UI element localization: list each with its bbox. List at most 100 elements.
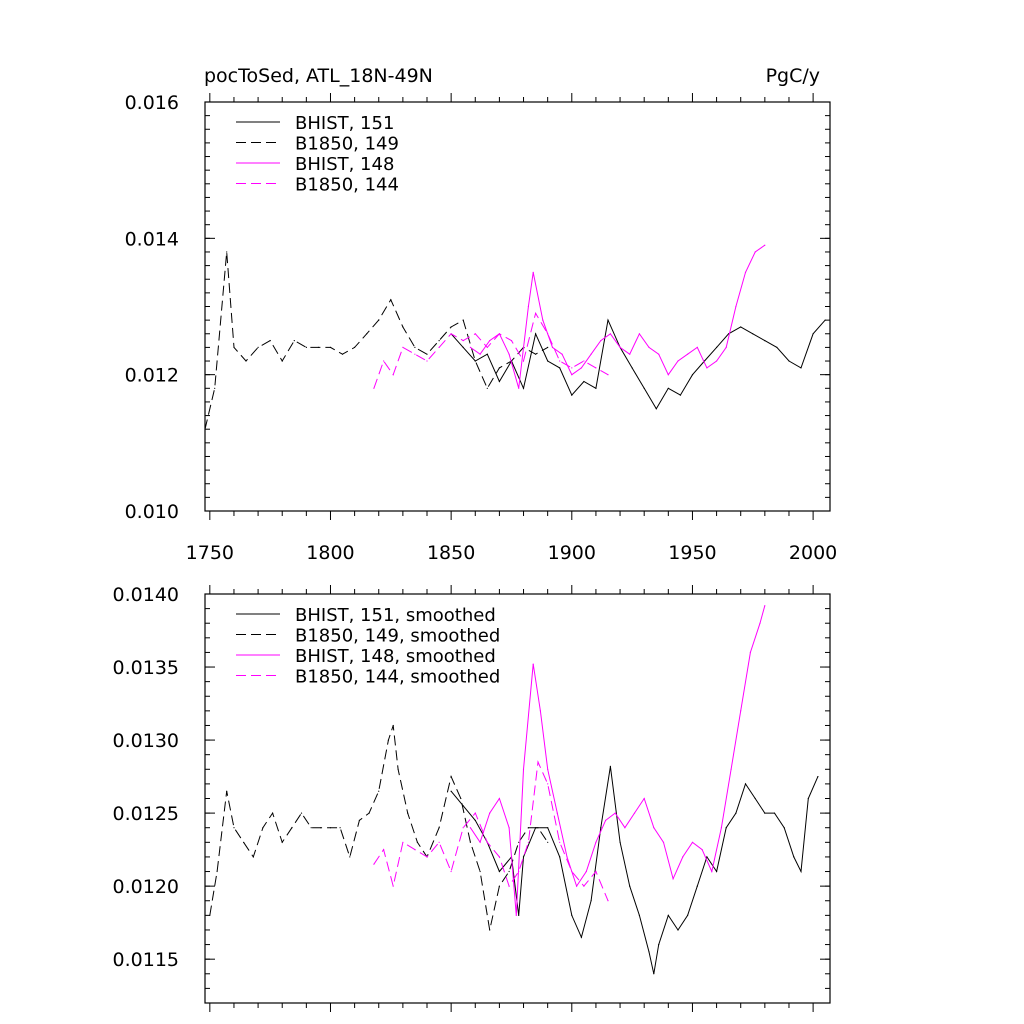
data-point bbox=[522, 360, 525, 362]
data-point bbox=[402, 841, 404, 843]
data-point bbox=[486, 387, 488, 389]
data-point bbox=[498, 885, 500, 887]
data-point bbox=[498, 367, 500, 369]
data-point bbox=[518, 914, 520, 917]
data-point bbox=[571, 367, 573, 369]
data-point bbox=[773, 812, 776, 814]
data-point bbox=[426, 353, 428, 355]
data-point bbox=[317, 346, 319, 348]
data-point bbox=[508, 353, 510, 355]
data-point bbox=[547, 841, 549, 843]
data-point bbox=[508, 870, 510, 873]
data-point bbox=[243, 841, 245, 843]
data-point bbox=[479, 353, 481, 355]
data-point bbox=[595, 367, 597, 369]
data-point bbox=[619, 841, 621, 843]
data-point bbox=[214, 387, 216, 389]
data-point bbox=[667, 374, 669, 376]
data-point bbox=[291, 827, 293, 829]
data-point bbox=[320, 827, 322, 829]
data-point bbox=[614, 812, 616, 814]
data-point bbox=[764, 340, 766, 342]
data-point bbox=[269, 340, 271, 342]
series-line-1 bbox=[450, 318, 826, 410]
data-point bbox=[672, 878, 674, 880]
data-point bbox=[812, 333, 814, 335]
data-point bbox=[559, 856, 561, 858]
data-point bbox=[205, 428, 206, 430]
data-point bbox=[744, 271, 747, 273]
data-point bbox=[817, 776, 819, 778]
data-point bbox=[462, 319, 464, 321]
data-point bbox=[414, 346, 416, 348]
data-point bbox=[824, 319, 826, 321]
x-tick-label: 1800 bbox=[306, 542, 354, 564]
data-point bbox=[392, 374, 394, 376]
data-point bbox=[658, 944, 660, 946]
data-point bbox=[397, 768, 399, 770]
data-point bbox=[696, 346, 698, 348]
data-point bbox=[354, 346, 356, 348]
data-point bbox=[735, 812, 737, 814]
x-tick-label: 2000 bbox=[789, 542, 837, 564]
data-point bbox=[233, 827, 235, 829]
data-point bbox=[474, 812, 476, 814]
data-point bbox=[469, 346, 471, 348]
data-point bbox=[486, 346, 488, 348]
y-tick-label: 0.0125 bbox=[113, 803, 179, 825]
data-point bbox=[687, 353, 689, 355]
data-point bbox=[740, 710, 742, 712]
data-point bbox=[209, 914, 211, 917]
data-point bbox=[474, 360, 476, 362]
data-point bbox=[631, 367, 633, 369]
data-point bbox=[366, 333, 368, 335]
data-point bbox=[310, 827, 312, 829]
data-point bbox=[595, 870, 597, 873]
data-point bbox=[638, 914, 641, 917]
data-point bbox=[532, 663, 534, 665]
data-point bbox=[585, 870, 587, 873]
data-point bbox=[450, 870, 452, 873]
data-point bbox=[438, 340, 440, 342]
data-point bbox=[537, 761, 539, 763]
data-point bbox=[539, 710, 542, 712]
data-point bbox=[402, 346, 404, 348]
data-point bbox=[691, 374, 694, 376]
legend-label: BHIST, 148, smoothed bbox=[295, 646, 496, 667]
data-point bbox=[489, 812, 491, 814]
data-point bbox=[730, 768, 732, 770]
data-point bbox=[257, 346, 259, 348]
data-point bbox=[518, 870, 520, 873]
data-point bbox=[390, 299, 392, 301]
data-point bbox=[559, 841, 561, 843]
data-point bbox=[706, 367, 708, 369]
top-series-group bbox=[205, 244, 826, 430]
data-point bbox=[515, 914, 517, 917]
data-point bbox=[607, 319, 609, 321]
data-point bbox=[595, 387, 597, 389]
data-point bbox=[754, 797, 756, 800]
data-point bbox=[600, 340, 602, 342]
data-point bbox=[547, 333, 549, 335]
data-point bbox=[556, 812, 558, 814]
legend-label: B1850, 149, smoothed bbox=[295, 626, 500, 647]
y-tick-label: 0.0120 bbox=[113, 876, 179, 898]
series-line-3 bbox=[469, 605, 766, 916]
data-point bbox=[566, 856, 568, 858]
top-panel: pocToSed, ATL_18N-49N PgC/y 1750 1800 1850… bbox=[125, 65, 838, 564]
data-point bbox=[479, 870, 481, 873]
data-point bbox=[305, 346, 307, 348]
data-point bbox=[469, 827, 471, 829]
data-point bbox=[701, 849, 703, 851]
data-point bbox=[479, 841, 481, 843]
data-point bbox=[498, 797, 500, 800]
data-point bbox=[532, 271, 534, 273]
data-point bbox=[687, 914, 689, 917]
data-point bbox=[450, 790, 452, 792]
data-point bbox=[800, 870, 802, 873]
series-line-4 bbox=[373, 760, 609, 901]
data-point bbox=[518, 387, 520, 389]
data-point bbox=[402, 326, 404, 328]
